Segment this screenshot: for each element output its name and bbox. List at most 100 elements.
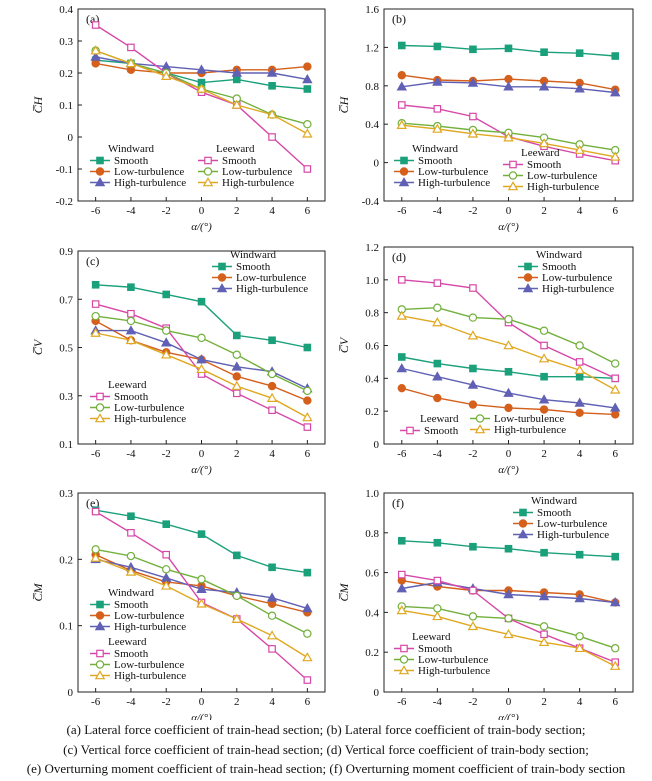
data-point (432, 610, 443, 621)
data-point (268, 133, 276, 141)
data-point (232, 350, 241, 359)
data-point (397, 101, 406, 109)
legend-marker (398, 665, 410, 675)
data-point (125, 566, 137, 576)
data-point (91, 280, 100, 289)
y-tick-label: 0.2 (365, 406, 379, 418)
x-tick-label: -2 (468, 448, 477, 460)
legend-group: WindwardSmoothLow-turbulenceHigh-turbule… (394, 143, 490, 189)
data-point (91, 507, 100, 516)
data-point (232, 372, 241, 381)
x-tick-label: -2 (162, 205, 171, 217)
data-point (231, 361, 243, 371)
legend-label: Low-turbulence (537, 518, 607, 530)
data-point (467, 128, 479, 138)
legend-label: Smooth (542, 261, 577, 273)
chart-panel-c: 0.1 0.3 0.5 0.7 0.9 -6 -4 -2 0 2 4 6 α/(°) C̅V (c) Wind… (31, 246, 326, 476)
legend-group: WindwardSmoothLow-turbulenceHigh-turbule… (90, 143, 186, 189)
legend-marker (94, 413, 106, 423)
data-point (232, 389, 241, 398)
x-tick-label: 4 (269, 696, 275, 708)
legend-title: Leeward (108, 379, 147, 391)
legend-marker (96, 156, 104, 165)
legend-marker (96, 600, 104, 609)
y-tick-label: 1.2 (365, 42, 379, 54)
data-point (266, 630, 278, 640)
data-point (303, 423, 312, 431)
data-point (231, 613, 243, 623)
x-tick-label: 2 (234, 696, 240, 708)
data-point (503, 387, 514, 397)
data-point (504, 403, 513, 413)
data-point (302, 603, 313, 613)
data-point (268, 336, 276, 345)
legend-group: WindwardSmoothLow-turbulenceHigh-turbule… (518, 249, 614, 295)
legend-label: High-turbulence (114, 670, 186, 682)
data-point (538, 81, 550, 91)
y-tick-label: 0 (374, 158, 380, 170)
data-point (467, 77, 479, 87)
data-point (267, 611, 277, 620)
data-point (196, 64, 207, 74)
x-tick-label: 6 (612, 448, 618, 460)
legend-title: Leeward (108, 636, 147, 648)
legend-label: Smooth (114, 599, 149, 611)
x-tick-label: -4 (126, 205, 136, 217)
y-tick-label: 0 (68, 132, 74, 144)
data-point (611, 644, 620, 653)
chart-panel-e: 00.10.20.3-6 -4 -2 0 2 4 6α/(°)C̅M(e)WindwardS… (31, 488, 326, 720)
legend-label: Low-turbulence (527, 170, 597, 182)
data-point (574, 593, 585, 603)
legend-group: LeewardSmoothLow-turbulenceHigh-turbulen… (394, 631, 490, 677)
x-tick-label: 6 (612, 205, 618, 217)
y-tick-label: 0.4 (365, 119, 379, 131)
data-point (303, 676, 312, 684)
data-point (538, 636, 550, 647)
chart-panel-a: -0.2-0.100.10.20.30.4-6 -4 -2 0 2 4 6α/(°)C̅H(… (31, 4, 326, 233)
data-point (397, 276, 406, 284)
legend-label: High-turbulence (418, 665, 490, 677)
legend-marker (517, 529, 529, 539)
data-point (504, 44, 513, 53)
y-tick-label: 0.2 (365, 647, 379, 659)
data-point (268, 81, 276, 90)
data-point (432, 371, 443, 381)
legend-title: Leeward (216, 143, 255, 155)
legend-marker (94, 177, 106, 187)
x-tick-label: 4 (269, 448, 275, 460)
y-tick-label: 0 (374, 439, 380, 451)
data-point (90, 45, 101, 55)
data-point (266, 67, 278, 77)
data-point (432, 76, 443, 86)
legend-label: High-turbulence (236, 283, 308, 295)
x-axis-label: α/(°) (191, 464, 212, 476)
data-point (396, 604, 408, 615)
y-tick-label: 0 (374, 687, 380, 699)
data-point (609, 597, 621, 607)
legend-marker (399, 655, 409, 664)
x-axis-label: α/(°) (498, 221, 519, 233)
data-point (232, 551, 241, 560)
data-point (469, 112, 477, 121)
x-tick-label: 2 (541, 205, 547, 217)
figure-svg: -0.2 -0.1 0 0.1 0.2 0.3 0.4 -6 -4 -2 0 2 4 6 α/(°) C̅H (… (31, 4, 634, 720)
data-point (91, 21, 100, 29)
y-tick-label: 0.6 (365, 568, 379, 580)
legend-label: Low-turbulence (114, 166, 184, 178)
data-point (303, 343, 312, 352)
data-point (127, 309, 135, 318)
data-point (197, 297, 206, 306)
legend-marker (203, 167, 213, 176)
chart-panel-f: 0 0.2 0.4 0.6 0.8 1.0 -6 -4 -2 0 2 4 6 α/(°) C̅M (f) Win… (337, 488, 634, 720)
data-point (266, 592, 278, 602)
data-point (609, 384, 621, 394)
series-leeward_high (396, 310, 621, 394)
x-tick-label: 0 (506, 448, 512, 460)
legend-group: LeewardSmoothLow-turbulenceHigh-turbulen… (198, 143, 294, 189)
legend-marker (202, 177, 214, 187)
data-point (468, 400, 478, 409)
legend-label: Low-turbulence (418, 166, 488, 178)
data-point (539, 622, 549, 631)
